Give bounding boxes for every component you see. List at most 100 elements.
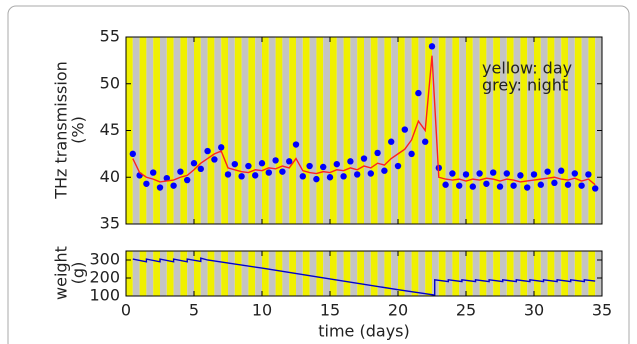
stripe	[132, 37, 140, 224]
point	[326, 174, 334, 181]
stripe	[126, 251, 133, 296]
point	[279, 168, 286, 175]
stripe	[384, 37, 392, 224]
point	[381, 167, 388, 174]
stripe	[357, 251, 364, 296]
point	[428, 43, 436, 50]
x-tick-label: 10	[252, 301, 272, 320]
stripe	[132, 251, 140, 296]
stripe	[391, 251, 398, 296]
stripe	[160, 251, 167, 296]
stripe	[500, 251, 507, 296]
stripe	[255, 251, 262, 296]
stripe	[534, 37, 541, 224]
point	[218, 144, 225, 151]
stripe	[343, 251, 351, 296]
point	[354, 171, 361, 178]
stripe	[554, 37, 562, 224]
y-tick-label: 300	[89, 250, 120, 269]
stripe	[166, 251, 174, 296]
stripe	[568, 251, 575, 296]
stripe	[554, 251, 562, 296]
x-tick-label: 5	[189, 301, 199, 320]
point	[333, 160, 340, 168]
stripe	[370, 37, 378, 224]
stripe	[302, 251, 310, 296]
point	[360, 155, 368, 162]
point	[320, 163, 327, 171]
line	[132, 257, 596, 296]
point	[551, 179, 558, 187]
stripe	[248, 37, 256, 224]
y-axis-label: weight	[52, 246, 71, 300]
point	[129, 150, 136, 158]
stripe	[275, 37, 283, 224]
axes-frame	[125, 250, 603, 297]
stripe	[336, 37, 344, 224]
point	[299, 173, 306, 180]
point	[442, 181, 449, 188]
point	[476, 170, 483, 177]
stripe	[214, 251, 222, 296]
point	[394, 162, 402, 170]
stripe	[289, 37, 296, 224]
stripe	[323, 37, 330, 224]
point	[252, 172, 259, 179]
x-tick-label: 30	[524, 301, 544, 320]
stripe	[234, 251, 242, 296]
point	[496, 183, 504, 190]
x-axis-label: time (days)	[318, 322, 409, 341]
stripe	[595, 251, 602, 296]
stripe	[411, 251, 419, 296]
stripe	[350, 251, 358, 296]
stripe	[316, 251, 324, 296]
stripe	[404, 37, 412, 224]
point	[197, 165, 204, 173]
point	[483, 180, 490, 187]
point	[231, 160, 238, 168]
stripe	[472, 37, 480, 224]
y-axis-label: (%)	[69, 116, 88, 144]
stripe	[574, 37, 582, 224]
stripe	[534, 251, 541, 296]
stripe	[262, 37, 269, 224]
stripe	[309, 37, 317, 224]
stripe	[520, 37, 528, 224]
stripe	[302, 37, 310, 224]
stripe	[200, 251, 208, 296]
point	[265, 169, 272, 176]
point	[585, 171, 592, 178]
stripe	[384, 251, 392, 296]
stripe	[452, 37, 460, 224]
point	[422, 138, 429, 145]
stripe	[527, 37, 534, 224]
y-tick-label: 100	[89, 286, 120, 305]
point	[401, 126, 408, 133]
point	[564, 181, 572, 188]
stripe	[574, 251, 582, 296]
stripe	[255, 37, 262, 224]
stripe	[262, 251, 269, 296]
point	[462, 171, 470, 178]
point	[592, 185, 599, 192]
y-tick-label: 55	[100, 27, 120, 46]
stripe	[540, 251, 548, 296]
stripe	[459, 251, 466, 296]
stripe	[268, 251, 276, 296]
stripe	[139, 37, 147, 224]
x-tick-label: 20	[388, 301, 408, 320]
point	[292, 141, 300, 148]
stripe	[568, 37, 575, 224]
point	[224, 171, 232, 178]
point	[578, 182, 585, 189]
stripe	[343, 37, 351, 224]
stripe	[241, 37, 249, 224]
stripe	[173, 37, 181, 224]
y-tick-label: 35	[100, 214, 120, 233]
x-tick-label: 15	[320, 301, 340, 320]
point	[415, 89, 422, 97]
stripe	[166, 37, 174, 224]
stripe	[513, 251, 521, 296]
stripe	[418, 37, 426, 224]
